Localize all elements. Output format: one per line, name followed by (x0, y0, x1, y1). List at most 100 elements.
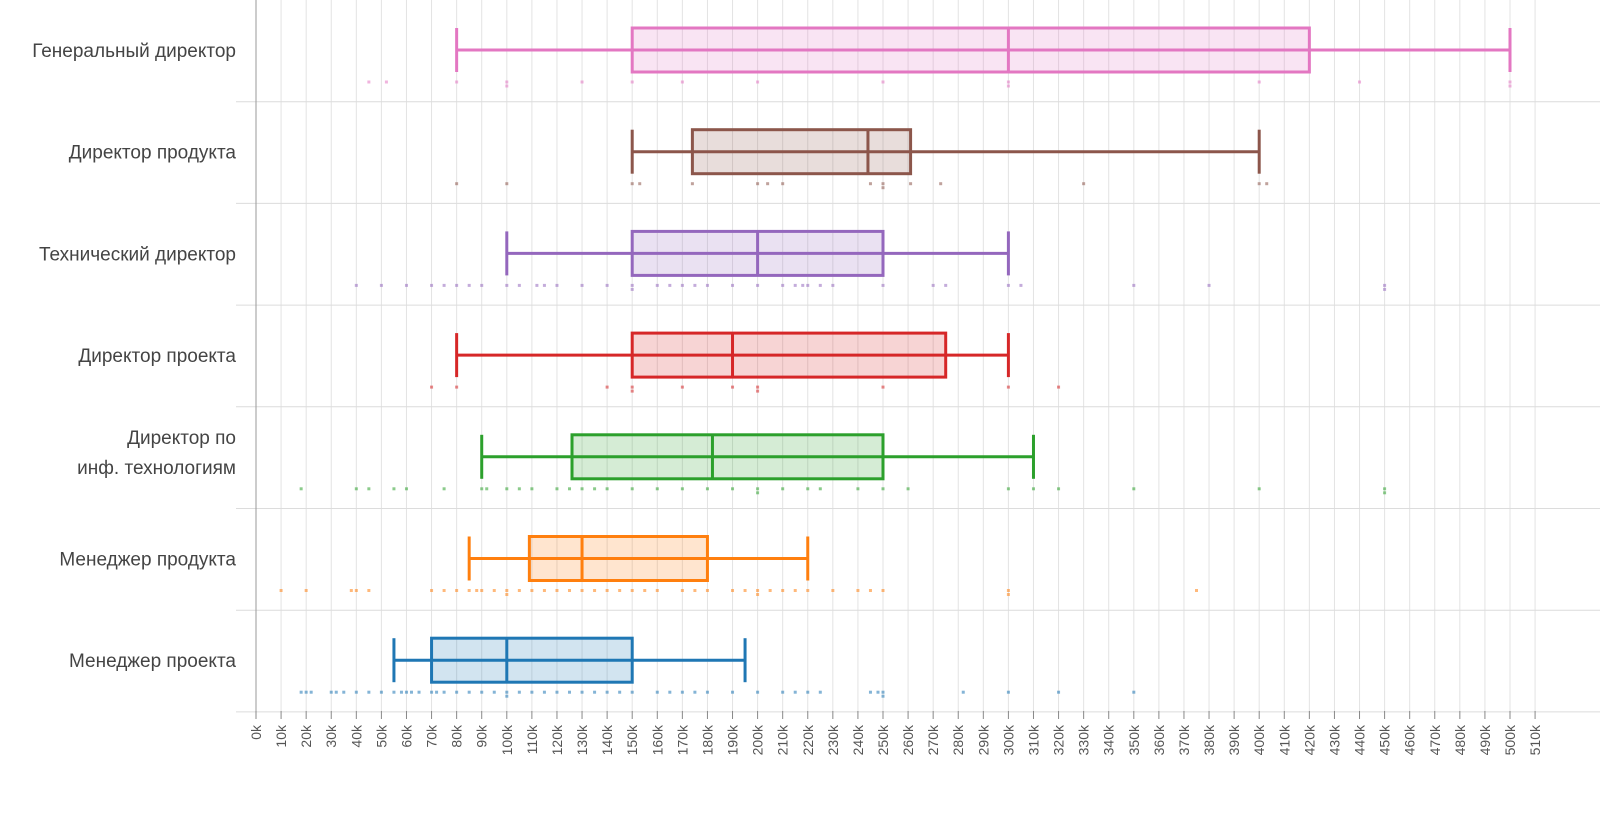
data-point (299, 487, 303, 491)
data-point (354, 589, 358, 592)
data-point (392, 690, 396, 694)
data-point (1006, 593, 1010, 596)
data-point (768, 589, 772, 592)
data-point (505, 690, 509, 694)
x-tick-label: 80k (449, 724, 465, 748)
x-tick-label: 260k (900, 724, 916, 755)
data-point (881, 690, 885, 694)
x-tick-label: 60k (398, 724, 414, 748)
data-point (1257, 487, 1261, 491)
data-point (801, 283, 805, 287)
data-point (442, 589, 446, 592)
data-point (404, 690, 408, 694)
x-tick-label: 440k (1352, 724, 1368, 755)
data-point (1508, 80, 1512, 84)
x-tick-label: 170k (674, 724, 690, 755)
data-point (367, 80, 371, 84)
data-point (831, 589, 835, 592)
data-point (580, 589, 584, 592)
data-point (593, 487, 597, 491)
x-tick-label: 350k (1126, 724, 1142, 755)
data-point (505, 84, 509, 88)
x-tick-label: 140k (599, 724, 615, 755)
data-point (605, 690, 609, 694)
data-point (329, 690, 333, 694)
data-point (605, 589, 609, 592)
data-point (367, 690, 371, 694)
x-tick-label: 300k (1000, 724, 1016, 755)
x-tick-label: 160k (649, 724, 665, 755)
data-point (1082, 182, 1086, 186)
data-point (638, 182, 642, 186)
data-point (517, 487, 521, 491)
category-label: инф. технологиям (77, 458, 236, 479)
x-tick-label: 120k (549, 724, 565, 755)
data-point (781, 589, 785, 592)
data-point (655, 690, 659, 694)
data-point (555, 487, 559, 491)
series-директор-продукта (455, 128, 1269, 190)
data-point (831, 283, 835, 287)
x-tick-label: 150k (624, 724, 640, 755)
x-tick-label: 380k (1201, 724, 1217, 755)
data-point (555, 690, 559, 694)
data-point (505, 283, 509, 287)
x-tick-label: 40k (348, 724, 364, 748)
data-point (530, 589, 534, 592)
data-point (505, 80, 509, 84)
data-point (555, 589, 559, 592)
data-point (793, 589, 797, 592)
data-point (630, 385, 634, 389)
x-tick-label: 330k (1076, 724, 1092, 755)
data-point (505, 589, 509, 592)
data-point (705, 283, 709, 287)
x-tick-label: 470k (1427, 724, 1443, 755)
data-point (1383, 491, 1387, 495)
data-point (580, 690, 584, 694)
data-point (731, 589, 735, 592)
data-point (693, 283, 697, 287)
x-tick-label: 90k (474, 724, 490, 748)
data-point (605, 487, 609, 491)
x-tick-label: 270k (925, 724, 941, 755)
x-tick-label: 10k (273, 724, 289, 748)
data-point (743, 589, 747, 592)
x-axis-ticks: 0k 10k 20k 30k 40k 50k 60k 70k 80k 90k 100k 110k 120… (248, 711, 1543, 755)
x-tick-label: 190k (725, 724, 741, 755)
data-point (690, 182, 694, 186)
data-point (1132, 283, 1136, 287)
data-point (876, 690, 880, 694)
data-point (505, 182, 509, 186)
data-point (781, 690, 785, 694)
data-point (568, 589, 571, 592)
x-tick-label: 50k (373, 724, 389, 748)
data-point (856, 487, 860, 491)
data-point (1057, 385, 1061, 389)
x-tick-label: 360k (1151, 724, 1167, 755)
x-tick-label: 130k (574, 724, 590, 755)
data-point (304, 589, 308, 592)
data-point (480, 690, 484, 694)
series-group (279, 26, 1512, 698)
data-point (455, 589, 459, 592)
x-tick-label: 390k (1226, 724, 1242, 755)
data-point (781, 487, 785, 491)
data-point (756, 389, 760, 393)
data-point (693, 589, 697, 592)
data-point (766, 182, 770, 186)
data-point (881, 487, 885, 491)
data-point (467, 690, 471, 694)
data-point (442, 487, 446, 491)
data-point (756, 593, 760, 596)
data-point (756, 589, 760, 592)
category-label: Менеджер продукта (59, 550, 236, 571)
series-генеральный-директор (367, 26, 1512, 88)
x-tick-label: 460k (1402, 724, 1418, 755)
data-point (731, 385, 735, 389)
data-point (430, 589, 434, 592)
x-tick-label: 480k (1452, 724, 1468, 755)
data-point (756, 385, 760, 389)
data-point (756, 80, 760, 84)
data-point (939, 182, 943, 186)
